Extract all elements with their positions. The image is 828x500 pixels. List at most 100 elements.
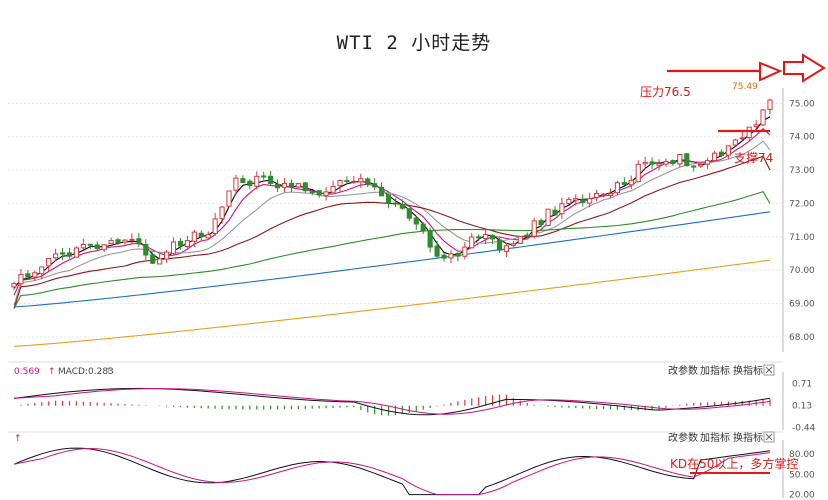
candle (129, 233, 135, 244)
macd-switch-indicator-button[interactable]: 换指标 (733, 364, 763, 377)
candle (247, 179, 253, 190)
candle (115, 237, 121, 246)
candle (670, 159, 676, 166)
candle-body (767, 99, 773, 110)
chart-title: WTI 2 小时走势 (336, 32, 492, 54)
kd-up-arrow-icon: ↑ (14, 434, 22, 444)
candle (316, 190, 322, 198)
candle-body (226, 190, 232, 207)
candle-body (25, 273, 31, 278)
candle (157, 253, 163, 265)
candle (177, 237, 184, 250)
candle (66, 247, 73, 259)
candle-body (358, 178, 364, 183)
candle-body (642, 161, 648, 165)
candle (621, 177, 627, 186)
candle-body (157, 258, 163, 265)
candle-body (198, 232, 204, 238)
candle-body (476, 236, 482, 239)
candle (233, 174, 239, 195)
macd-label: MACD:0.283 (58, 367, 114, 377)
candle-body (628, 179, 634, 186)
candle-body (691, 165, 697, 168)
candle-body (517, 235, 523, 244)
kd-edit-params-button[interactable]: 改参数 (668, 431, 698, 444)
candle-body (698, 164, 704, 167)
macd-lines (13, 387, 771, 416)
candle-body (205, 234, 211, 239)
candle-body (136, 238, 142, 245)
candle (517, 235, 523, 244)
candle (288, 179, 295, 193)
resistance-arrow-head (759, 61, 783, 82)
price-y-tick-label: 71.00 (789, 233, 815, 243)
candle-body (385, 194, 392, 204)
candle-body (441, 254, 447, 259)
candle-body (101, 244, 107, 251)
candle (351, 175, 357, 185)
candle (198, 230, 204, 242)
macd-add-indicator-button[interactable]: 加指标 (700, 364, 730, 377)
candle-body (607, 193, 614, 196)
candle (566, 196, 572, 205)
kd-close-icon[interactable] (763, 431, 775, 443)
macd-toolbar: 改参数 加指标 换指标 (668, 364, 775, 377)
macd-panel: 0.569 ↑ MACD:0.283 ↑ 改参数 加指标 换指标 0.71 0.1… (13, 364, 816, 434)
candle-body (462, 246, 468, 257)
candle-body (732, 139, 738, 146)
candle (212, 213, 218, 236)
candle-body (753, 124, 759, 128)
candle-body (760, 109, 766, 126)
candle-body (704, 160, 711, 165)
candle (32, 270, 38, 281)
candle-body (372, 183, 378, 188)
price-y-tick-label: 69.00 (789, 300, 815, 310)
candle-body (337, 179, 343, 187)
candle-body (614, 182, 620, 194)
candle-body (663, 161, 669, 165)
macd-dif-line (13, 387, 771, 416)
candle-body (670, 160, 676, 165)
candle (53, 248, 59, 262)
candle-body (212, 218, 218, 234)
candle-body (129, 238, 135, 241)
candle (344, 176, 350, 185)
candle-body (469, 236, 475, 249)
candle-body (711, 152, 718, 162)
candle (150, 252, 156, 264)
candle-body (427, 230, 433, 248)
candle-body (254, 175, 260, 187)
candle (635, 160, 641, 183)
candle (122, 239, 128, 247)
candle (73, 246, 80, 258)
candle (496, 237, 503, 254)
candle-body (164, 251, 170, 260)
candle (170, 237, 177, 256)
candle-body (587, 198, 593, 204)
candle-body (489, 234, 496, 240)
candle (524, 232, 530, 239)
candle (184, 235, 190, 251)
candle (746, 126, 752, 141)
macd-close-icon[interactable] (763, 364, 775, 376)
kd-switch-indicator-button[interactable]: 换指标 (733, 431, 763, 444)
candle-body (274, 183, 281, 189)
candle-body (73, 247, 80, 258)
candle-body (420, 223, 426, 232)
candle-body (580, 199, 586, 203)
kd-add-indicator-button[interactable]: 加指标 (700, 431, 730, 444)
candle (164, 250, 170, 263)
candle-body (365, 178, 371, 185)
candle-body (538, 220, 544, 226)
candle (420, 222, 426, 235)
candle (240, 175, 246, 183)
candle (323, 187, 329, 201)
candle-body (316, 190, 322, 196)
candle (552, 206, 558, 216)
macd-edit-params-button[interactable]: 改参数 (668, 364, 698, 377)
candle-body (150, 254, 156, 264)
kd-d-line (13, 447, 771, 496)
candle (462, 242, 468, 260)
candle (587, 192, 593, 208)
